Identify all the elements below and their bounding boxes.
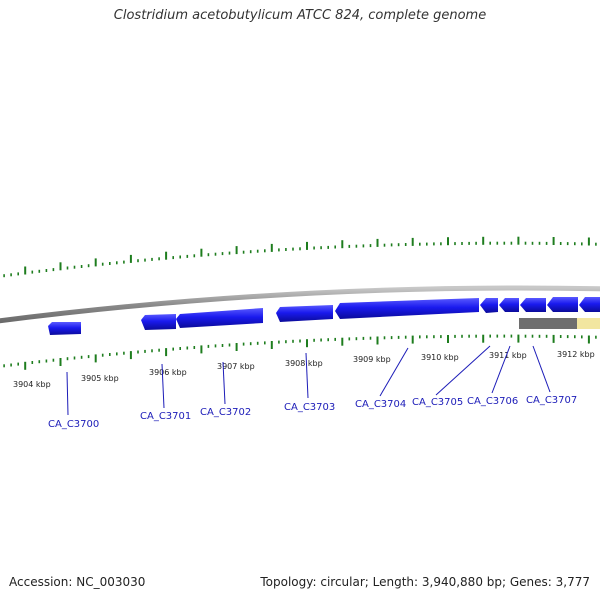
lower-tick-track [3, 334, 597, 370]
gene-label[interactable]: CA_C3707 [526, 395, 577, 406]
genome-summary: Topology: circular; Length: 3,940,880 bp… [260, 575, 590, 589]
gene-label[interactable]: CA_C3701 [140, 411, 191, 422]
scale-label: 3906 kbp [149, 368, 187, 377]
gene-arrow[interactable] [499, 298, 519, 312]
leader-line [161, 363, 165, 409]
gene-arrow[interactable] [579, 297, 600, 312]
leader-line [532, 345, 551, 393]
scale-label: 3911 kbp [489, 351, 527, 360]
gene-arrow[interactable] [176, 308, 263, 328]
leader-line [66, 371, 69, 416]
gene-arrow[interactable] [520, 298, 546, 312]
scale-label: 3909 kbp [353, 355, 391, 364]
gene-arrow[interactable] [335, 298, 479, 319]
gene-leader-lines [66, 345, 551, 416]
genome-backbone [0, 285, 600, 324]
gene-arrow[interactable] [48, 322, 81, 335]
gene-label[interactable]: CA_C3706 [467, 396, 518, 407]
leader-line [305, 352, 309, 399]
leader-line [491, 345, 511, 394]
highlight-bar-yellow [577, 318, 600, 329]
map-title: Clostridium acetobutylicum ATCC 824, com… [113, 8, 487, 23]
scale-label: 3908 kbp [285, 359, 323, 368]
leader-line [222, 361, 226, 405]
gene-arrows [48, 297, 600, 335]
accession-label: Accession: NC_003030 [9, 575, 146, 589]
leader-line [379, 347, 409, 397]
scale-label: 3907 kbp [217, 362, 255, 371]
gene-arrow[interactable] [276, 305, 333, 322]
highlight-bar-gray [519, 318, 577, 329]
leader-line [435, 345, 491, 396]
upper-tick-track [3, 236, 597, 278]
gene-label[interactable]: CA_C3705 [412, 397, 463, 408]
gene-label[interactable]: CA_C3704 [355, 399, 406, 410]
gene-arrow[interactable] [547, 297, 578, 312]
gene-labels: CA_C3700 CA_C3701 CA_C3702 CA_C3703 CA_C… [48, 395, 577, 430]
scale-label: 3912 kbp [557, 350, 595, 359]
gene-label[interactable]: CA_C3702 [200, 407, 251, 418]
scale-label: 3910 kbp [421, 353, 459, 362]
scale-label: 3905 kbp [81, 374, 119, 383]
gene-label[interactable]: CA_C3700 [48, 419, 99, 430]
scale-label: 3904 kbp [13, 380, 51, 389]
gene-arrow[interactable] [480, 298, 498, 313]
scale-labels: 3904 kbp 3905 kbp 3906 kbp 3907 kbp 3908… [13, 350, 595, 389]
gene-label[interactable]: CA_C3703 [284, 402, 335, 413]
gene-arrow[interactable] [141, 314, 176, 330]
